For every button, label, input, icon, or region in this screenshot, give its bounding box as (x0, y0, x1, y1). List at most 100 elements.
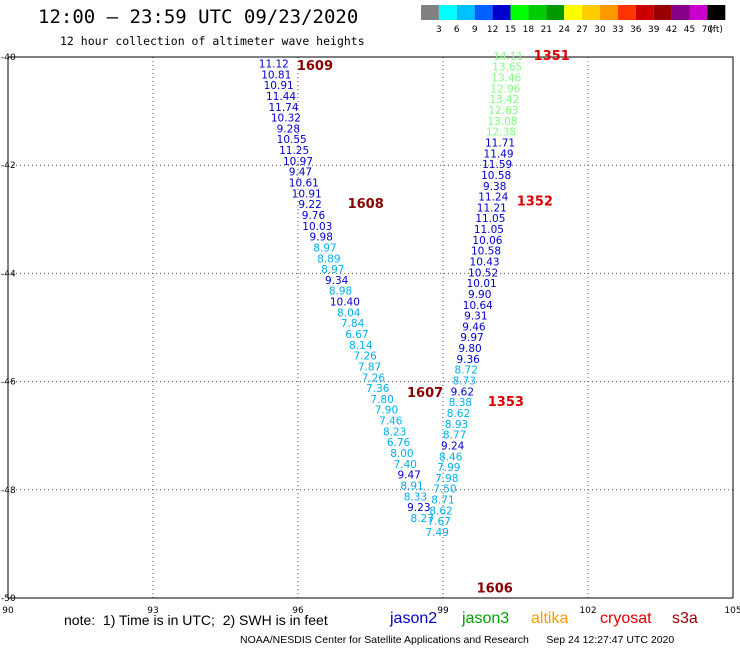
colorbar-label: 12 (487, 25, 498, 35)
wave-height-point: 10.91 (292, 188, 322, 200)
colorbar-label: 70 (702, 25, 714, 35)
colorbar-label: 9 (472, 25, 478, 35)
wave-height-point: 8.98 (329, 286, 352, 298)
wave-height-point: 8.33 (404, 491, 427, 503)
wave-height-point: 10.81 (261, 69, 291, 81)
colorbar-label: 6 (454, 25, 460, 35)
y-tick-label: -42 (1, 161, 16, 171)
wave-height-point: 12.38 (486, 127, 516, 139)
wave-height-point: 7.36 (366, 383, 390, 395)
satellite-legend-cryosat: cryosat (600, 610, 652, 627)
wave-height-point: 7.98 (435, 473, 458, 485)
colorbar-legend: 3 6 9 12 15 18 21 24 27 30 33 36 39 42 45 70(ft) (421, 5, 726, 35)
wave-height-point: 9.22 (298, 199, 321, 211)
wave-height-point: 11.12 (259, 58, 289, 70)
chart-title: 12:00 – 23:59 UTC 09/23/2020 (38, 6, 359, 28)
wave-height-point: 10.32 (271, 113, 301, 125)
wave-height-point: 7.46 (379, 416, 403, 428)
pass-number: 1607 (407, 386, 443, 401)
colorbar-swatch (707, 5, 726, 20)
wave-height-point: 9.47 (289, 167, 312, 179)
wave-height-point: 7.26 (362, 372, 386, 384)
footnote: note: 1) Time is in UTC; 2) SWH is in fe… (64, 612, 328, 628)
wave-height-point: 7.49 (426, 527, 449, 539)
wave-height-point: 11.24 (478, 192, 508, 204)
colorbar-label: 18 (523, 25, 535, 35)
wave-height-point: 8.93 (445, 419, 468, 431)
colorbar-swatch (492, 5, 511, 20)
wave-height-point: 10.58 (471, 246, 501, 258)
wave-height-point: 9.76 (302, 210, 326, 222)
wave-height-point: 7.40 (394, 459, 417, 471)
colorbar-label: 24 (558, 25, 570, 35)
wave-height-point: 9.36 (456, 354, 480, 366)
wave-height-point: 8.73 (453, 376, 476, 388)
colorbar-swatch (456, 5, 475, 20)
wave-height-point: 9.98 (310, 232, 333, 244)
colorbar-swatch (564, 5, 583, 20)
colorbar-swatch (438, 5, 457, 20)
colorbar-label: 33 (612, 25, 623, 35)
wave-height-point: 9.31 (464, 311, 487, 323)
colorbar-swatch (653, 5, 672, 20)
wave-height-point: 8.14 (349, 340, 373, 352)
y-tick-label: -50 (1, 594, 16, 604)
pass-number: 1353 (488, 395, 524, 410)
credit-line: NOAA/NESDIS Center for Satellite Applica… (240, 634, 675, 646)
wave-height-point: 7.50 (433, 484, 456, 496)
y-tick-label: -46 (1, 378, 16, 388)
wave-height-point: 9.80 (458, 343, 481, 355)
wave-height-point: 14.11 (493, 51, 523, 63)
x-tick-label: 96 (292, 606, 304, 616)
colorbar-label: 36 (630, 25, 642, 35)
colorbar-label: 3 (436, 25, 442, 35)
wave-height-point: 11.59 (482, 159, 512, 171)
wave-height-labels: 11.1210.8110.9111.4411.7410.329.2810.551… (259, 51, 523, 539)
colorbar-label: 15 (505, 25, 516, 35)
wave-height-point: 11.44 (266, 91, 296, 103)
colorbar-swatch (689, 5, 708, 20)
x-tick-label: 90 (2, 606, 14, 616)
satellite-legend-jason2: jason2 (390, 610, 438, 627)
wave-height-point: 13.08 (487, 116, 517, 128)
chart-subtitle: 12 hour collection of altimeter wave hei… (60, 34, 365, 48)
axis-ticks: 90 93 96 99 102 105 -40 -42 -44 -46 -48 -50 (1, 53, 740, 616)
wave-height-point: 8.62 (429, 505, 452, 517)
colorbar-swatch (671, 5, 690, 20)
wave-height-point: 10.55 (277, 134, 307, 146)
y-tick-label: -48 (1, 486, 16, 496)
wave-height-point: 8.46 (439, 451, 463, 463)
wave-height-point: 9.90 (468, 289, 491, 301)
wave-height-point: 7.99 (437, 462, 460, 474)
wave-height-point: 12.63 (488, 105, 518, 117)
wave-height-point: 11.74 (268, 102, 298, 114)
pass-number: 1351 (534, 49, 570, 64)
wave-height-point: 10.97 (283, 156, 313, 168)
pass-number-labels: 1609 1608 1607 1606 1351 1352 1353 (297, 49, 570, 596)
wave-height-point: 6.67 (345, 329, 368, 341)
colorbar-label: 21 (541, 25, 552, 35)
wave-height-point: 8.77 (443, 430, 466, 442)
wave-height-point: 10.61 (289, 178, 319, 190)
y-tick-label: -40 (1, 53, 16, 63)
wave-height-point: 10.52 (468, 267, 498, 279)
colorbar-unit: (ft) (709, 25, 723, 35)
wave-height-point: 11.25 (279, 145, 309, 157)
colorbar-swatch (600, 5, 618, 20)
wave-height-point: 8.97 (313, 242, 336, 254)
wave-height-point: 13.46 (491, 73, 521, 85)
pass-number: 1609 (297, 59, 333, 74)
wave-height-point: 7.80 (370, 394, 393, 406)
grid-lines (8, 57, 733, 598)
wave-height-point: 8.04 (337, 307, 361, 319)
pass-number: 1608 (348, 197, 384, 212)
colorbar-label: 39 (648, 25, 660, 35)
wave-height-point: 9.28 (277, 123, 300, 135)
wave-height-point: 8.27 (411, 513, 434, 525)
x-tick-label: 102 (579, 606, 596, 616)
wave-height-point: 13.65 (492, 62, 522, 74)
pass-number: 1352 (517, 194, 553, 209)
colorbar-swatch (474, 5, 493, 20)
wave-height-point: 11.05 (475, 213, 505, 225)
colorbar-swatch (528, 5, 547, 20)
